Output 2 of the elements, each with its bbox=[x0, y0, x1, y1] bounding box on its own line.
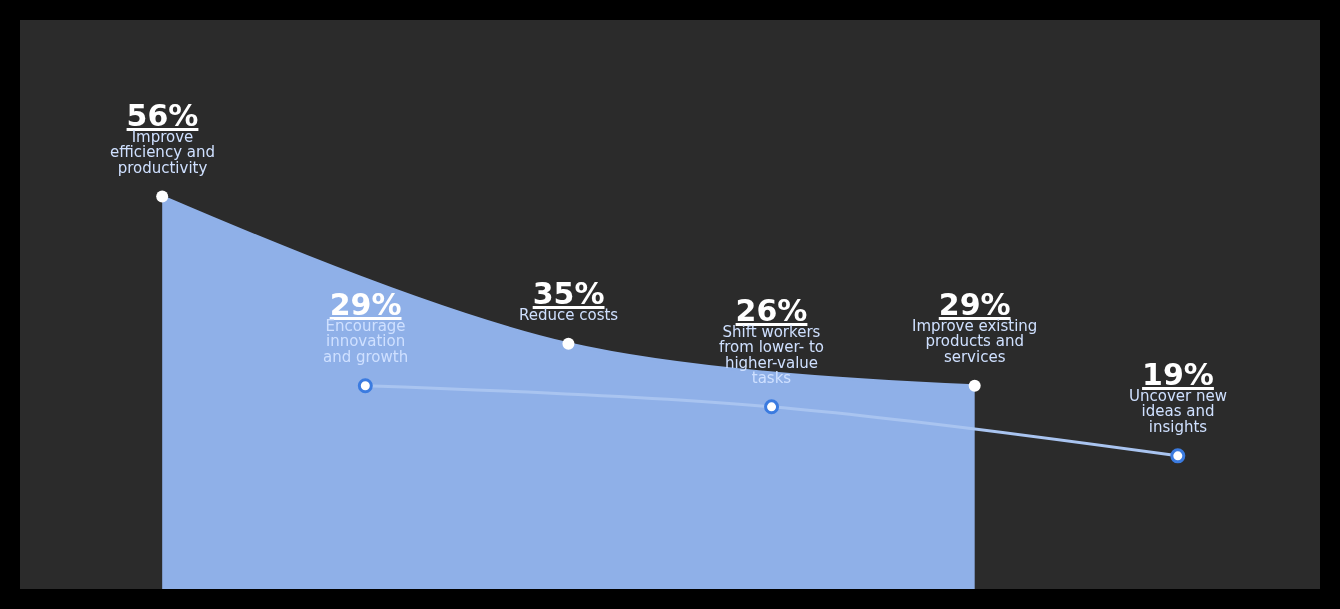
x-tick-label: Encourage innovation and growth bbox=[323, 316, 409, 366]
x-tick-label: Uncover new ideas and insights bbox=[1129, 386, 1227, 436]
